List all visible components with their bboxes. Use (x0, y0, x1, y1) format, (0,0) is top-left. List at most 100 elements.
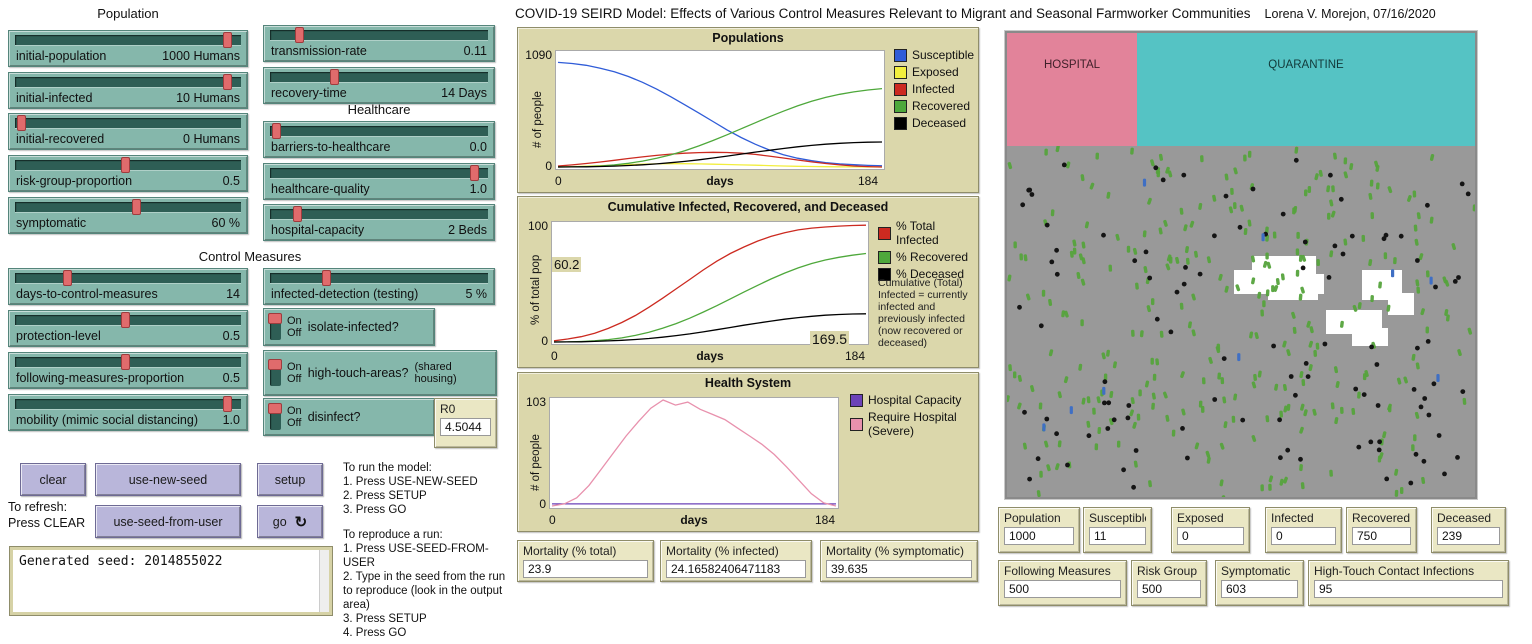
slider-track[interactable] (15, 202, 241, 212)
slider-initial-recovered[interactable]: initial-recovered 0 Humans (8, 113, 248, 150)
switch-knob[interactable] (268, 359, 282, 370)
slider-healthcare-quality[interactable]: healthcare-quality 1.0 (263, 163, 495, 200)
slider-hospital-capacity[interactable]: hospital-capacity 2 Beds (263, 204, 495, 241)
slider-track[interactable] (15, 273, 241, 283)
slider-symptomatic[interactable]: symptomatic 60 % (8, 197, 248, 234)
slider-recovery-time[interactable]: recovery-time 14 Days (263, 67, 495, 104)
recovered-agent (1411, 353, 1416, 361)
susceptible-agent (1261, 233, 1265, 242)
susceptible-agent (1142, 178, 1147, 187)
slider-track[interactable] (15, 118, 241, 128)
slider-thumb[interactable] (322, 270, 331, 286)
switch-isolate-infected[interactable]: On Off isolate-infected? (263, 308, 435, 346)
switch-disinfect[interactable]: On Off disinfect? (263, 398, 435, 436)
slider-following-measures-proportion[interactable]: following-measures-proportion 0.5 (8, 352, 248, 389)
switch-toggle[interactable] (268, 403, 282, 430)
recovered-agent (1158, 153, 1164, 161)
monitor-population: Population 1000 (998, 507, 1080, 553)
slider-initial-infected[interactable]: initial-infected 10 Humans (8, 72, 248, 109)
slider-thumb[interactable] (121, 157, 130, 173)
recovered-agent (1421, 476, 1426, 484)
output-area[interactable]: Generated seed: 2014855022 (9, 546, 333, 616)
slider-thumb[interactable] (223, 74, 232, 90)
slider-track[interactable] (15, 399, 241, 409)
legend-color-swatch (894, 82, 907, 96)
deceased-agent (1029, 192, 1035, 197)
deceased-agent (1305, 374, 1311, 379)
slider-track[interactable] (270, 30, 488, 40)
slider-track[interactable] (270, 126, 488, 136)
slider-thumb[interactable] (223, 396, 232, 412)
recovered-agent (1343, 157, 1348, 165)
populations-legend: Susceptible Exposed Infected Recovered Decea… (894, 48, 974, 130)
deceased-agent (1181, 281, 1187, 287)
slider-mobility-mimic-social-distancing[interactable]: mobility (mimic social distancing) 1.0 (8, 394, 248, 431)
slider-thumb[interactable] (17, 115, 26, 131)
switch-knob[interactable] (268, 403, 282, 414)
series--deceased (553, 313, 867, 343)
recovered-agent (1309, 326, 1314, 334)
deceased-agent (1105, 426, 1111, 431)
slider-track[interactable] (270, 72, 488, 82)
slider-protection-level[interactable]: protection-level 0.5 (8, 310, 248, 347)
deceased-agent (1102, 400, 1107, 406)
slider-thumb[interactable] (293, 206, 302, 222)
slider-infected-detection-testing[interactable]: infected-detection (testing) 5 % (263, 268, 495, 305)
clear-button[interactable]: clear (20, 463, 86, 496)
slider-track[interactable] (270, 209, 488, 219)
slider-thumb[interactable] (132, 199, 141, 215)
go-button[interactable]: go ↻ (257, 505, 323, 538)
slider-thumb[interactable] (121, 354, 130, 370)
recovered-agent (1180, 371, 1185, 379)
switch-label: disinfect? (307, 410, 361, 424)
recovered-agent (1357, 302, 1362, 310)
model-author: Lorena V. Morejon, 07/16/2020 (1264, 7, 1436, 21)
slider-track[interactable] (15, 35, 241, 45)
slider-risk-group-proportion[interactable]: risk-group-proportion 0.5 (8, 155, 248, 192)
slider-caption: risk-group-proportion 0.5 (16, 174, 240, 188)
series-deceased (557, 141, 883, 168)
model-title-row: COVID-19 SEIRD Model: Effects of Various… (515, 6, 1520, 21)
recovered-agent (1233, 202, 1237, 210)
output-scrollbar[interactable] (319, 550, 329, 612)
slider-thumb[interactable] (470, 165, 479, 181)
recovered-agent (1445, 314, 1450, 322)
recovered-agent (1097, 427, 1102, 435)
deceased-agent (1465, 191, 1471, 197)
use-seed-from-user-button[interactable]: use-seed-from-user (95, 505, 241, 538)
switch-toggle[interactable] (268, 359, 282, 386)
world-view[interactable]: HOSPITAL QUARANTINE (951, 30, 1489, 565)
slider-thumb[interactable] (63, 270, 72, 286)
slider-track[interactable] (270, 273, 488, 283)
recovered-agent (1200, 405, 1205, 413)
slider-thumb[interactable] (223, 32, 232, 48)
slider-track[interactable] (270, 168, 488, 178)
deceased-agent (1426, 412, 1432, 418)
health-system-plot-title: Health System (704, 376, 792, 390)
recovered-agent (1383, 252, 1388, 260)
monitor-label: Population (1004, 511, 1061, 525)
slider-caption: hospital-capacity 2 Beds (271, 223, 487, 237)
slider-thumb[interactable] (295, 27, 304, 43)
slider-thumb[interactable] (330, 69, 339, 85)
legend-item: Infected (894, 82, 974, 96)
slider-initial-population[interactable]: initial-population 1000 Humans (8, 30, 248, 67)
monitor-value: 239 (1437, 527, 1500, 545)
setup-button[interactable]: setup (257, 463, 323, 496)
slider-thumb[interactable] (272, 123, 281, 139)
slider-days-to-control-measures[interactable]: days-to-control-measures 14 (8, 268, 248, 305)
deceased-agent (1338, 196, 1344, 202)
slider-thumb[interactable] (121, 312, 130, 328)
recovered-agent (1081, 397, 1086, 405)
switch-off-label: Off (287, 417, 302, 429)
switch-knob[interactable] (268, 313, 282, 324)
slider-barriers-to-healthcare[interactable]: barriers-to-healthcare 0.0 (263, 121, 495, 158)
slider-track[interactable] (15, 77, 241, 87)
slider-transmission-rate[interactable]: transmission-rate 0.11 (263, 25, 495, 62)
output-text: Generated seed: 2014855022 (19, 554, 223, 569)
recovered-agent (1095, 152, 1100, 160)
switch-onoff-labels: On Off (287, 361, 302, 385)
switch-high-touch-areas[interactable]: On Off high-touch-areas? (shared housing) (263, 350, 497, 396)
use-new-seed-button[interactable]: use-new-seed (95, 463, 241, 496)
switch-toggle[interactable] (268, 313, 282, 340)
